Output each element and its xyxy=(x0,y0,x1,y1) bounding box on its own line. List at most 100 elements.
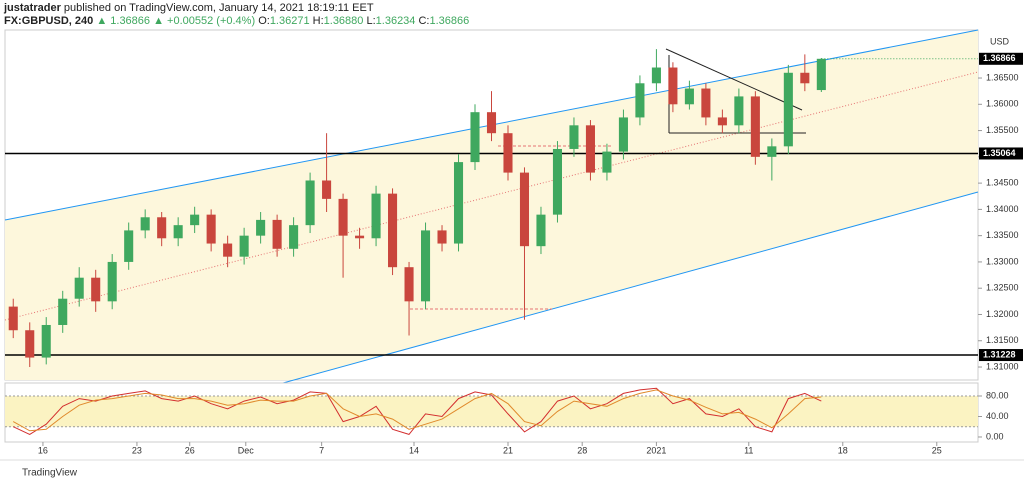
symbol: FX:GBPUSD, 240 xyxy=(4,15,94,27)
footer-logo: TradingView xyxy=(22,468,78,479)
osc-line xyxy=(12,389,822,432)
candle-body xyxy=(552,148,563,215)
y-tick-label: 80.00 xyxy=(986,390,1009,400)
x-tick-label: 21 xyxy=(503,445,513,455)
candle-body xyxy=(767,146,777,157)
q-label: O: xyxy=(258,15,270,27)
candle-body xyxy=(322,180,332,199)
candle-body xyxy=(289,225,299,249)
candle-body xyxy=(272,219,282,249)
candle-body xyxy=(750,96,760,157)
candle-body xyxy=(8,306,18,331)
candle-body xyxy=(404,267,414,302)
candle-body xyxy=(107,261,117,302)
x-tick-label: 14 xyxy=(409,445,419,455)
last: 1.36866 xyxy=(110,15,151,27)
candle-body xyxy=(569,125,579,149)
change: +0.00552 (+0.4%) xyxy=(167,15,256,27)
x-tick-label: 23 xyxy=(132,445,142,455)
osc-band xyxy=(5,396,978,427)
q-value: 1.36271 xyxy=(269,15,310,27)
x-tick-label: 2021 xyxy=(646,445,666,455)
y-tick-label: 1.34500 xyxy=(986,177,1019,187)
candle-body xyxy=(74,277,84,299)
q-value: 1.36234 xyxy=(375,15,416,27)
candle-body xyxy=(783,72,793,147)
x-tick-label: 16 xyxy=(38,445,48,455)
candle-body xyxy=(800,72,810,84)
y-tick-label: 1.36000 xyxy=(986,99,1019,109)
q-label: H: xyxy=(312,15,324,27)
axis-label: USD xyxy=(990,36,1010,46)
q-value: 1.36880 xyxy=(323,15,364,27)
price-tag xyxy=(979,147,1023,160)
candle-body xyxy=(536,214,546,247)
author: justatrader xyxy=(4,2,61,14)
y-tick-label: 1.31500 xyxy=(986,335,1019,345)
candle-body xyxy=(635,83,645,118)
q-label: L: xyxy=(366,15,376,27)
candle-body xyxy=(585,125,595,173)
x-tick-label: 7 xyxy=(319,445,324,455)
candle-body xyxy=(58,298,68,325)
candle-body xyxy=(371,193,381,239)
y-tick-label: 0.00 xyxy=(986,431,1004,441)
x-tick-label: 26 xyxy=(185,445,195,455)
candle-body xyxy=(668,67,678,105)
candle-body xyxy=(239,235,249,257)
x-tick-label: Dec xyxy=(238,445,255,455)
candle-body xyxy=(453,162,464,244)
candle-body xyxy=(124,230,134,262)
last-price-tag xyxy=(979,52,1023,65)
y-tick-label: 1.31000 xyxy=(986,361,1019,371)
candle-body xyxy=(256,219,266,236)
candle-body xyxy=(618,117,628,152)
candle-body xyxy=(734,96,744,126)
y-tick-label: 1.36500 xyxy=(986,72,1019,82)
candle-body xyxy=(519,172,530,247)
triangle-top xyxy=(665,48,803,111)
candle-body xyxy=(437,230,447,244)
candle-body xyxy=(701,88,711,118)
candle-body xyxy=(338,198,348,236)
x-tick-label: 18 xyxy=(838,445,848,455)
last-price-label: 1.36866 xyxy=(983,53,1016,63)
candle-body xyxy=(717,117,727,126)
x-tick-label: 28 xyxy=(577,445,587,455)
y-tick-label: 1.32000 xyxy=(986,309,1019,319)
candle-body xyxy=(355,235,365,239)
candle-body xyxy=(503,133,513,173)
candle-body xyxy=(388,193,398,268)
price-tag-label: 1.35064 xyxy=(983,148,1016,158)
x-tick-label: 25 xyxy=(932,445,942,455)
header: justatrader published on TradingView.com… xyxy=(4,2,469,28)
price-tag-label: 1.31228 xyxy=(983,349,1016,359)
candle-body xyxy=(602,151,612,173)
y-tick-label: 40.00 xyxy=(986,411,1009,421)
candle-body xyxy=(157,217,167,239)
channel-lower xyxy=(282,191,979,384)
publish-line: justatrader published on TradingView.com… xyxy=(4,2,469,15)
candle-body xyxy=(420,230,431,302)
quote-line: FX:GBPUSD, 240 ▲ 1.36866 ▲ +0.00552 (+0.… xyxy=(4,15,470,27)
candle-body xyxy=(816,58,826,91)
candle-body xyxy=(173,225,183,239)
candle-body xyxy=(91,277,101,302)
price-tag xyxy=(979,349,1023,362)
candle-body xyxy=(140,217,150,231)
candle-body xyxy=(190,214,200,226)
candle-body xyxy=(684,88,694,105)
candle-body xyxy=(486,112,497,134)
candle-body xyxy=(470,112,480,163)
q-label: C: xyxy=(418,15,430,27)
candle-body xyxy=(206,214,216,244)
published: published on TradingView.com, January 14… xyxy=(63,2,374,14)
x-tick-label: 11 xyxy=(744,445,753,455)
q-value: 1.36866 xyxy=(429,15,470,27)
y-tick-label: 1.33000 xyxy=(986,256,1019,266)
y-tick-label: 1.32500 xyxy=(986,283,1019,293)
candle-body xyxy=(25,330,35,358)
candle-body xyxy=(223,243,233,257)
